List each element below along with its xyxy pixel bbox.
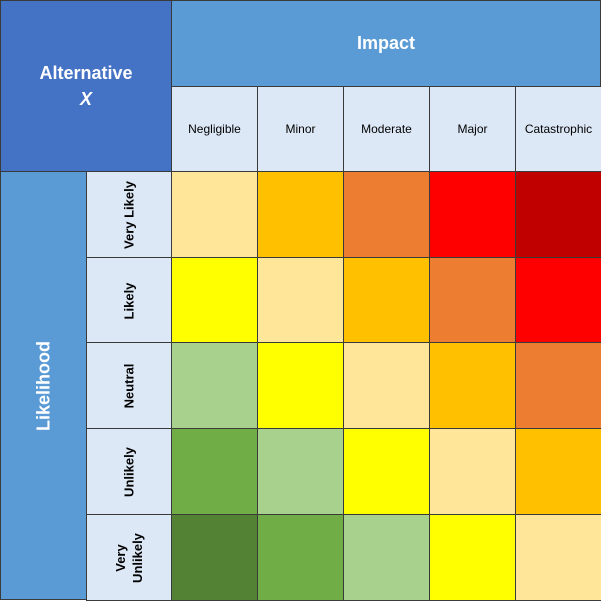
likelihood-row-header: Unlikely — [86, 428, 172, 516]
likelihood-row-label: Very Likely — [121, 181, 137, 249]
risk-cell — [171, 342, 258, 430]
risk-cell — [257, 428, 344, 516]
corner-title: Alternative — [39, 63, 133, 83]
risk-cell — [343, 514, 430, 601]
likelihood-row-label: Neutral — [121, 363, 137, 409]
likelihood-row-label: Unlikely — [121, 447, 137, 497]
risk-cell — [515, 428, 601, 516]
likelihood-row-label: Likely — [121, 282, 137, 319]
risk-cell — [515, 514, 601, 601]
likelihood-row-header: Likely — [86, 257, 172, 344]
risk-cell — [257, 257, 344, 344]
risk-cell — [343, 171, 430, 259]
risk-cell — [515, 171, 601, 259]
corner-header: Alternative X — [0, 0, 172, 172]
impact-header: Impact — [171, 0, 601, 87]
risk-cell — [429, 342, 516, 430]
risk-cell — [429, 257, 516, 344]
risk-cell — [515, 257, 601, 344]
impact-column-header: Major — [429, 86, 516, 172]
likelihood-row-header: Neutral — [86, 342, 172, 430]
risk-cell — [515, 342, 601, 430]
corner-subtitle: X — [79, 89, 92, 109]
likelihood-row-label: Very Unlikely — [113, 532, 145, 583]
impact-column-header: Minor — [257, 86, 344, 172]
impact-column-header: Catastrophic — [515, 86, 601, 172]
likelihood-header: Likelihood — [0, 171, 87, 600]
likelihood-row-header: Very Unlikely — [86, 514, 172, 601]
likelihood-row-header: Very Likely — [86, 171, 172, 259]
risk-cell — [343, 428, 430, 516]
risk-cell — [257, 342, 344, 430]
likelihood-label: Likelihood — [33, 340, 53, 431]
risk-cell — [343, 342, 430, 430]
risk-cell — [171, 428, 258, 516]
risk-cell — [429, 514, 516, 601]
impact-label: Impact — [356, 33, 416, 53]
risk-cell — [257, 171, 344, 259]
risk-cell — [343, 257, 430, 344]
impact-column-header: Negligible — [171, 86, 258, 172]
impact-column-header: Moderate — [343, 86, 430, 172]
risk-cell — [429, 428, 516, 516]
risk-cell — [171, 171, 258, 259]
risk-cell — [171, 514, 258, 601]
risk-cell — [429, 171, 516, 259]
risk-cell — [257, 514, 344, 601]
risk-cell — [171, 257, 258, 344]
